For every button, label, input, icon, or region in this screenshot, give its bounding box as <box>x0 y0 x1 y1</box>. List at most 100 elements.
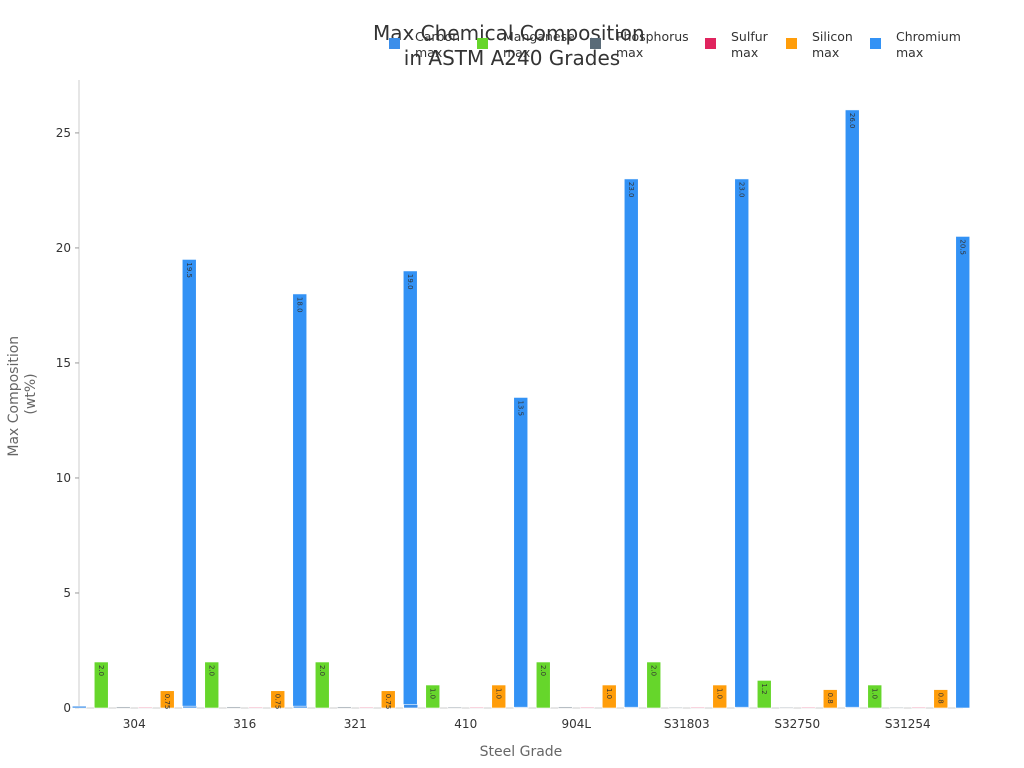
legend-swatch <box>705 38 716 49</box>
x-tick-label: 321 <box>344 717 367 731</box>
legend-swatch <box>477 38 488 49</box>
bar <box>181 259 197 709</box>
legend-label: Phosphorus max <box>616 29 689 60</box>
y-tick-label: 5 <box>63 586 71 600</box>
bar <box>778 706 794 709</box>
y-axis-label-line-1: Max Composition <box>6 336 22 457</box>
legend-label-line: Sulfur <box>731 29 769 44</box>
bar <box>447 706 463 709</box>
bar <box>292 705 308 709</box>
legend-label-line: Carbon <box>415 29 460 44</box>
bar <box>336 706 352 709</box>
bar <box>491 684 507 709</box>
chart-title: Max Chemical Composition in ASTM A240 Gr… <box>373 21 651 70</box>
bar <box>734 706 750 709</box>
data-label: 2.0 <box>318 665 326 676</box>
y-tick-label: 10 <box>56 471 71 485</box>
bar <box>535 661 551 709</box>
data-label: 19.5 <box>185 262 193 278</box>
bar <box>889 706 905 709</box>
legend-item: Manganese max <box>477 29 575 60</box>
bar <box>955 236 971 709</box>
bar <box>800 706 816 709</box>
legend-label-line: max <box>731 45 758 60</box>
bar <box>358 706 374 709</box>
bar <box>71 705 87 709</box>
data-label: 2.0 <box>207 665 215 676</box>
bar <box>845 706 861 709</box>
bar <box>314 661 330 709</box>
legend-label-line: max <box>503 45 530 60</box>
data-label: 13.5 <box>516 400 524 416</box>
bar <box>911 706 927 709</box>
data-label: 20.5 <box>958 239 966 255</box>
bars: 2.0 0.75 19.5 2.0 0.75 18.0 2.0 0.75 19.0 1.0 1.0 1… <box>71 109 971 710</box>
bar <box>712 684 728 709</box>
y-axis-label-line-2: (wt%) <box>23 373 39 414</box>
data-label: 1.2 <box>760 683 768 694</box>
data-label: 1.0 <box>605 688 613 699</box>
legend-swatch <box>870 38 881 49</box>
legend-label: Manganese max <box>503 29 575 60</box>
legend-label-line: max <box>812 45 839 60</box>
bar <box>601 684 617 709</box>
x-tick-label: 410 <box>454 717 477 731</box>
legend-item: Sulfur max <box>705 29 769 60</box>
x-tick-label: S32750 <box>774 717 820 731</box>
legend-label-line: max <box>896 45 923 60</box>
bar <box>513 706 529 709</box>
data-label: 1.0 <box>494 688 502 699</box>
legend-swatch <box>389 38 400 49</box>
data-label: 2.0 <box>539 665 547 676</box>
x-tick-label: S31254 <box>885 717 931 731</box>
bar <box>624 706 640 709</box>
x-tick-label: 304 <box>123 717 146 731</box>
x-tick-label: S31803 <box>664 717 710 731</box>
legend-label: Chromium max <box>896 29 961 60</box>
bar <box>137 706 153 709</box>
bar <box>380 690 396 709</box>
data-label: 23.0 <box>737 182 745 198</box>
legend-swatch <box>590 38 601 49</box>
data-label: 0.75 <box>273 694 281 710</box>
bar <box>734 178 750 709</box>
legend-label-line: Chromium <box>896 29 961 44</box>
data-label: 26.0 <box>848 113 856 129</box>
data-label: 0.8 <box>936 693 944 704</box>
bar <box>93 661 109 709</box>
data-label: 1.0 <box>715 688 723 699</box>
data-label: 19.0 <box>406 274 414 290</box>
data-label: 0.8 <box>826 693 834 704</box>
data-label: 18.0 <box>295 297 303 313</box>
bar <box>402 270 418 709</box>
legend-label-line: max <box>616 45 643 60</box>
bar <box>844 109 860 709</box>
bar <box>933 689 949 709</box>
bar <box>623 178 639 709</box>
bar <box>270 690 286 709</box>
y-tick-label: 20 <box>56 241 71 255</box>
data-label: 1.0 <box>428 688 436 699</box>
bar <box>182 705 198 709</box>
data-label: 0.75 <box>163 694 171 710</box>
bar <box>159 690 175 709</box>
legend-item: Silicon max <box>786 29 853 60</box>
bar <box>668 706 684 709</box>
legend-item: Chromium max <box>870 29 961 60</box>
bar <box>248 706 264 709</box>
legend-label: Sulfur max <box>731 29 769 60</box>
bar <box>557 706 573 709</box>
data-label: 23.0 <box>627 182 635 198</box>
y-ticks: 0 5 10 15 20 25 <box>56 126 79 715</box>
y-tick-label: 25 <box>56 126 71 140</box>
data-label: 1.0 <box>870 688 878 699</box>
x-tick-label: 904L <box>561 717 591 731</box>
bar <box>292 293 308 709</box>
bar <box>425 684 441 709</box>
bar <box>756 680 772 709</box>
bar <box>690 706 706 709</box>
bar <box>403 704 419 709</box>
legend-label-line: Phosphorus <box>616 29 689 44</box>
